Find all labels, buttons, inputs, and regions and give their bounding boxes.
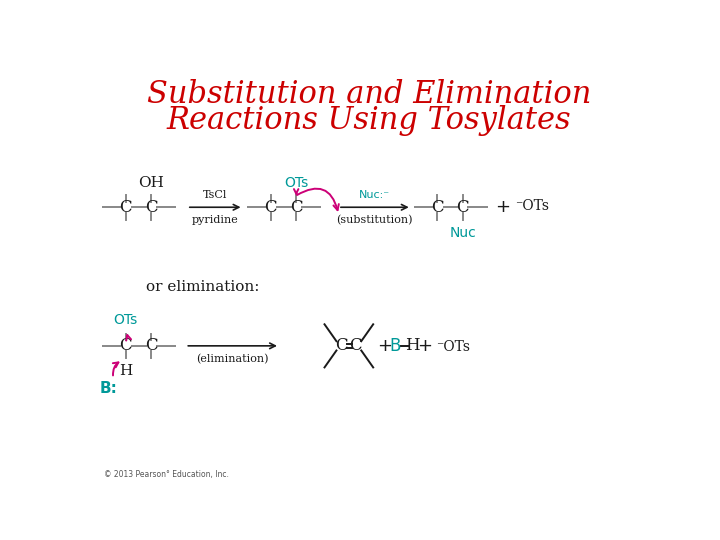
Text: +: + <box>495 198 510 216</box>
Text: C: C <box>120 338 132 354</box>
Text: +: + <box>377 337 392 355</box>
Text: C: C <box>336 338 348 354</box>
Text: B:: B: <box>99 381 117 396</box>
Text: or elimination:: or elimination: <box>145 280 259 294</box>
Text: (substitution): (substitution) <box>336 215 413 225</box>
Text: pyridine: pyridine <box>192 215 238 225</box>
Text: ⁻OTs: ⁻OTs <box>515 199 549 213</box>
Text: C: C <box>431 199 444 216</box>
Text: Reactions Using Tosylates: Reactions Using Tosylates <box>167 105 571 136</box>
Text: OH: OH <box>138 176 164 190</box>
FancyArrowPatch shape <box>126 335 131 341</box>
Text: C: C <box>456 199 469 216</box>
Text: OTs: OTs <box>114 313 138 327</box>
Text: C: C <box>349 338 362 354</box>
FancyArrowPatch shape <box>294 189 298 194</box>
FancyArrowPatch shape <box>113 362 118 375</box>
Text: Substitution and Elimination: Substitution and Elimination <box>147 78 591 110</box>
Text: OTs: OTs <box>284 176 308 190</box>
Text: C: C <box>290 199 302 216</box>
Text: +: + <box>418 337 432 355</box>
Text: TsCl: TsCl <box>203 190 228 200</box>
Text: C: C <box>120 199 132 216</box>
Text: Nuc: Nuc <box>449 226 476 240</box>
Text: C: C <box>264 199 277 216</box>
Text: © 2013 Pearson° Education, Inc.: © 2013 Pearson° Education, Inc. <box>104 470 229 479</box>
Text: B: B <box>390 337 401 355</box>
Text: C: C <box>145 199 158 216</box>
Text: H: H <box>405 338 420 354</box>
Text: ⁻OTs: ⁻OTs <box>436 340 469 354</box>
Text: H: H <box>119 364 132 379</box>
FancyArrowPatch shape <box>297 188 339 210</box>
Text: C: C <box>145 338 158 354</box>
Text: Nuc:⁻: Nuc:⁻ <box>359 190 390 200</box>
Text: (elimination): (elimination) <box>197 354 269 364</box>
